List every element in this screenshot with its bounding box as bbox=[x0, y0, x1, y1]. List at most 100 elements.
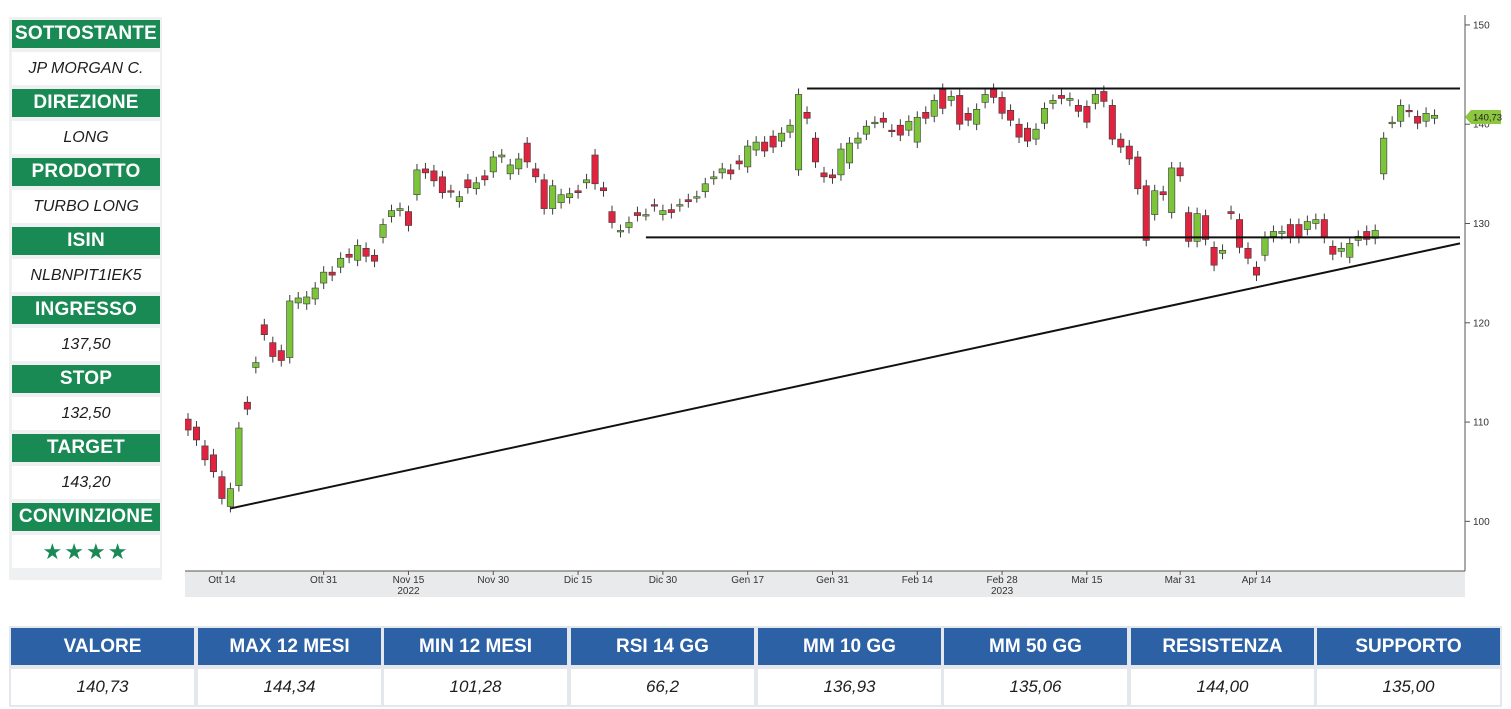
candle-body bbox=[1346, 243, 1354, 258]
candle-body bbox=[642, 214, 650, 217]
x-tick-label: Mar 31 bbox=[1165, 575, 1197, 586]
candle-body bbox=[354, 245, 362, 261]
candle-body bbox=[956, 95, 964, 125]
stat-value-max-12-mesi: 144,34 bbox=[198, 669, 381, 705]
candle-body bbox=[438, 176, 446, 194]
candle-body bbox=[252, 362, 260, 368]
candle-body bbox=[616, 230, 624, 233]
candle-body bbox=[1151, 190, 1159, 215]
candle-body bbox=[1219, 250, 1227, 254]
y-tick-label: 120 bbox=[1473, 318, 1490, 329]
candle-body bbox=[1159, 191, 1167, 196]
candle-body bbox=[922, 112, 930, 119]
stat-value-rsi-14-gg: 66,2 bbox=[571, 669, 754, 705]
trendline bbox=[230, 242, 1461, 510]
candle-body bbox=[608, 211, 616, 223]
candle-body bbox=[710, 176, 718, 180]
candle-body bbox=[1134, 156, 1142, 190]
candle-body bbox=[684, 199, 692, 202]
candle-body bbox=[693, 196, 701, 199]
candle-body bbox=[464, 179, 472, 189]
candle-body bbox=[1032, 128, 1040, 140]
stat-header-min-12-mesi: MIN 12 MESI bbox=[384, 628, 567, 665]
candle-body bbox=[1380, 137, 1388, 175]
candle-body bbox=[998, 97, 1006, 114]
candle-body bbox=[557, 194, 565, 203]
panel-label-direzione: DIREZIONE bbox=[12, 89, 160, 117]
x-tick-label: Gen 17 bbox=[731, 575, 764, 586]
candle-body bbox=[803, 112, 811, 119]
candle-body bbox=[362, 248, 370, 257]
candle-body bbox=[404, 211, 412, 226]
panel-label-target: TARGET bbox=[12, 434, 160, 462]
candle-body bbox=[1185, 212, 1193, 242]
candle-body bbox=[888, 129, 896, 132]
candle-body bbox=[845, 142, 853, 164]
stats-table: VALORE 140,73 MAX 12 MESI 144,34 MIN 12 MESI… bbox=[9, 626, 1502, 707]
candle-body bbox=[1269, 231, 1277, 237]
candle-body bbox=[311, 287, 319, 300]
candle-body bbox=[1024, 127, 1032, 142]
stat-value-supporto: 135,00 bbox=[1317, 669, 1500, 705]
candle-body bbox=[286, 300, 294, 358]
candle-body bbox=[591, 154, 599, 185]
candle-body bbox=[862, 125, 870, 135]
stat-value-mm-10-gg: 136,93 bbox=[758, 669, 941, 705]
candle-body bbox=[1405, 110, 1413, 113]
candle-body bbox=[1388, 121, 1396, 125]
candle-body bbox=[973, 109, 981, 125]
candle-body bbox=[235, 427, 243, 486]
panel-value-direzione: LONG bbox=[12, 121, 160, 154]
candle-body bbox=[854, 137, 862, 144]
candle-body bbox=[837, 148, 845, 176]
candle-body bbox=[896, 124, 904, 136]
candle-body bbox=[1286, 224, 1294, 238]
stat-header-supporto: SUPPORTO bbox=[1317, 628, 1500, 665]
x-tick-label: Feb 28 bbox=[987, 575, 1019, 586]
candle-body bbox=[1329, 246, 1337, 255]
candle-body bbox=[735, 160, 743, 165]
y-tick-label: 150 bbox=[1473, 20, 1490, 31]
candle-body bbox=[1295, 224, 1303, 238]
candle-body bbox=[1414, 115, 1422, 124]
panel-value-stop: 132,50 bbox=[12, 397, 160, 430]
candle-body bbox=[388, 210, 396, 217]
candle-body bbox=[185, 418, 192, 431]
candle-body bbox=[379, 224, 387, 238]
candle-body bbox=[964, 112, 972, 121]
candle-body bbox=[1117, 138, 1125, 148]
candle-body bbox=[871, 121, 879, 125]
last-price-label: 140,73 bbox=[1473, 112, 1502, 123]
candle-body bbox=[820, 172, 828, 178]
candle-body bbox=[939, 89, 947, 109]
candle-body bbox=[226, 488, 234, 507]
panel-value-target: 143,20 bbox=[12, 466, 160, 499]
candle-body bbox=[786, 124, 794, 133]
candle-body bbox=[498, 154, 506, 158]
last-price-tag bbox=[1465, 109, 1501, 124]
candle-body bbox=[515, 158, 523, 170]
x-tick-label: Nov 15 bbox=[393, 575, 425, 586]
candle-body bbox=[1431, 114, 1439, 119]
stat-header-max-12-mesi: MAX 12 MESI bbox=[198, 628, 381, 665]
candle-body bbox=[947, 96, 955, 101]
candle-body bbox=[744, 145, 752, 168]
x-tick-label: Dic 30 bbox=[649, 575, 678, 586]
candle-body bbox=[1312, 219, 1320, 224]
candle-body bbox=[981, 94, 989, 103]
panel-label-convinzione: CONVINZIONE bbox=[12, 503, 160, 531]
candle-body bbox=[371, 254, 379, 262]
panel-value-isin: NLBNPIT1IEK5 bbox=[12, 259, 160, 292]
candle-body bbox=[472, 182, 480, 190]
candle-body bbox=[430, 170, 438, 182]
y-tick-label: 130 bbox=[1473, 219, 1490, 230]
candle-body bbox=[879, 117, 887, 123]
candle-body bbox=[320, 271, 328, 284]
candle-body bbox=[990, 89, 998, 98]
candle-body bbox=[1168, 167, 1176, 213]
candle-body bbox=[413, 169, 421, 196]
candle-body bbox=[201, 445, 209, 461]
x-tick-label: Apr 14 bbox=[1242, 575, 1272, 586]
candle-body bbox=[1236, 219, 1244, 248]
candle-body bbox=[243, 401, 251, 410]
